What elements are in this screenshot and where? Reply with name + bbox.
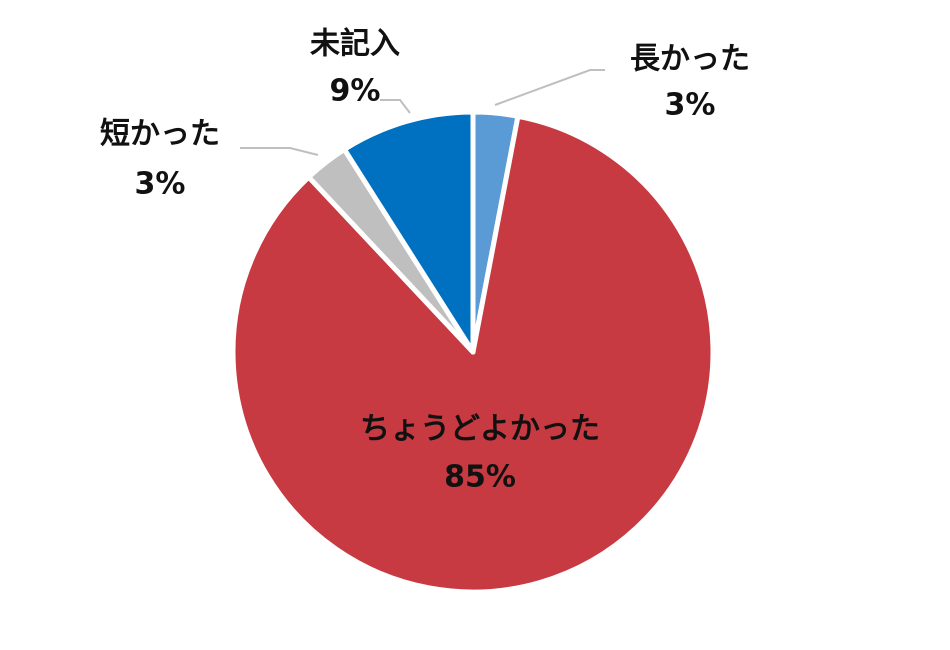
pie-slice [341, 109, 476, 355]
slice-label: 短かった [100, 117, 220, 152]
value-label: 3% [665, 88, 716, 123]
leader-line [380, 99, 411, 114]
leader-line [494, 69, 605, 106]
slice-label: ちょうどよかった [360, 412, 600, 447]
value-label: 3% [135, 167, 186, 202]
slice-label: 長かった [630, 42, 750, 77]
value-label: 9% [330, 74, 381, 109]
leader-line [240, 147, 319, 156]
value-label: 85% [444, 460, 516, 495]
slice-label: 未記入 [310, 27, 400, 62]
